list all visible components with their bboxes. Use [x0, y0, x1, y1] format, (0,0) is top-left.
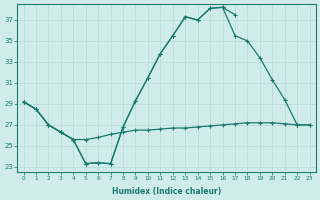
X-axis label: Humidex (Indice chaleur): Humidex (Indice chaleur) — [112, 187, 221, 196]
